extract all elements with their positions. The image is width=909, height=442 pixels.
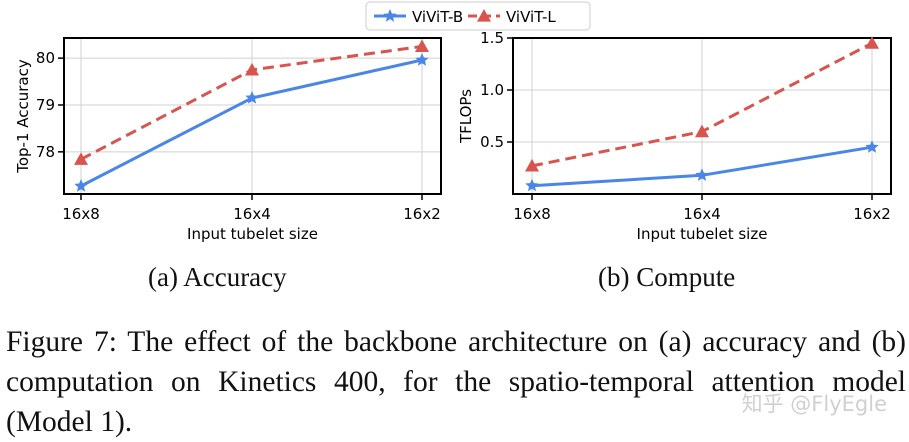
y-axis-label: TFLOPs — [457, 89, 475, 144]
x-tick-label: 16x2 — [853, 205, 891, 223]
data-point-vivit-b — [695, 168, 709, 181]
data-point-vivit-l — [74, 152, 88, 165]
legend-frame — [365, 1, 591, 31]
y-axis-label: Top-1 Accuracy — [14, 59, 32, 174]
x-tick-label: 16x4 — [233, 205, 271, 223]
legend: ViViT-B ViViT-L — [365, 1, 591, 31]
watermark: 知乎 @FlyEgle — [741, 392, 887, 416]
legend-label: ViViT-B — [412, 8, 463, 26]
figure-charts: 16x8 16x4 16x2 78 79 80 Input tubelet size Top-… — [14, 1, 892, 243]
y-tick-label: 79 — [36, 96, 55, 114]
legend-label: ViViT-L — [506, 8, 556, 26]
data-point-vivit-l — [525, 158, 539, 172]
data-point-vivit-l — [245, 62, 259, 76]
y-tick-label: 0.5 — [480, 133, 504, 151]
y-tick-label: 1.0 — [480, 81, 504, 99]
y-tick-label: 80 — [36, 49, 55, 67]
x-axis-label: Input tubelet size — [637, 225, 768, 243]
y-tick-label: 1.5 — [480, 29, 504, 47]
data-point-vivit-l — [695, 124, 709, 138]
y-tick-label: 78 — [36, 143, 55, 161]
data-point-vivit-b — [245, 91, 259, 104]
data-point-vivit-b — [865, 140, 879, 153]
x-axis-label: Input tubelet size — [187, 225, 318, 243]
subcaption-a: (a) Accuracy — [148, 262, 287, 292]
x-tick-label: 16x8 — [62, 205, 100, 223]
data-point-vivit-l — [415, 39, 429, 53]
data-point-vivit-b — [415, 53, 429, 66]
figure-caption: Figure 7: The effect of the backbone arc… — [6, 326, 906, 438]
axes-frame — [63, 37, 442, 195]
x-tick-label: 16x8 — [513, 205, 551, 223]
legend-marker-icon — [477, 9, 491, 22]
chart-compute: 16x8 16x4 16x2 0.5 1.0 1.5 Input tubelet size T… — [457, 29, 892, 243]
chart-accuracy: 16x8 16x4 16x2 78 79 80 Input tubelet size Top-… — [14, 37, 442, 243]
subcaption-b: (b) Compute — [598, 262, 736, 292]
data-point-vivit-b — [74, 179, 88, 192]
data-point-vivit-l — [865, 36, 879, 49]
x-tick-label: 16x2 — [403, 205, 441, 223]
x-tick-label: 16x4 — [683, 205, 721, 223]
axes-frame — [512, 37, 892, 195]
data-point-vivit-b — [525, 178, 539, 192]
legend-marker-icon — [383, 9, 397, 22]
